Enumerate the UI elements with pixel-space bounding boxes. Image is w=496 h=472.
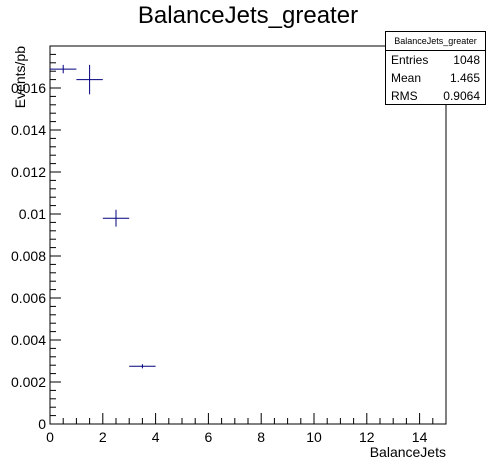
- y-tick-label: 0.008: [11, 248, 46, 264]
- stats-label: RMS: [391, 89, 418, 103]
- stats-title: BalanceJets_greater: [386, 32, 485, 51]
- chart-title: BalanceJets_greater: [137, 2, 359, 29]
- stats-value: 1.465: [449, 71, 480, 85]
- stats-row-rms: RMS 0.9064: [386, 87, 485, 105]
- y-tick-label: 0.01: [19, 206, 46, 222]
- data-point: [50, 64, 77, 74]
- x-tick-label: 4: [152, 429, 160, 445]
- x-tick-label: 0: [46, 429, 54, 445]
- y-tick-label: 0.016: [11, 80, 46, 96]
- x-axis-label: BalanceJets: [370, 444, 446, 460]
- data-point: [102, 209, 130, 227]
- x-tick-label: 10: [306, 429, 322, 445]
- y-tick-label: 0.004: [11, 332, 46, 348]
- x-tick-label: 2: [99, 429, 107, 445]
- x-tick-label: 14: [412, 429, 428, 445]
- data-point: [76, 64, 103, 95]
- y-tick-label: 0.014: [11, 122, 46, 138]
- y-axis-label: Events/pb: [12, 46, 28, 108]
- y-tick-label: 0.006: [11, 290, 46, 306]
- stats-label: Mean: [391, 71, 422, 85]
- stats-box: BalanceJets_greater Entries 1048 Mean 1.…: [385, 31, 486, 105]
- stats-row-mean: Mean 1.465: [386, 69, 485, 87]
- data-point: [129, 364, 156, 369]
- y-tick-label: 0.012: [11, 164, 46, 180]
- stats-value: 0.9064: [443, 89, 480, 103]
- stats-value: 1048: [453, 53, 480, 67]
- y-tick-label: 0.002: [11, 374, 46, 390]
- x-tick-label: 8: [257, 429, 265, 445]
- stats-label: Entries: [391, 53, 429, 67]
- x-tick-label: 6: [205, 429, 213, 445]
- x-tick-label: 12: [359, 429, 375, 445]
- y-tick-label: 0: [38, 416, 46, 432]
- stats-row-entries: Entries 1048: [386, 51, 485, 69]
